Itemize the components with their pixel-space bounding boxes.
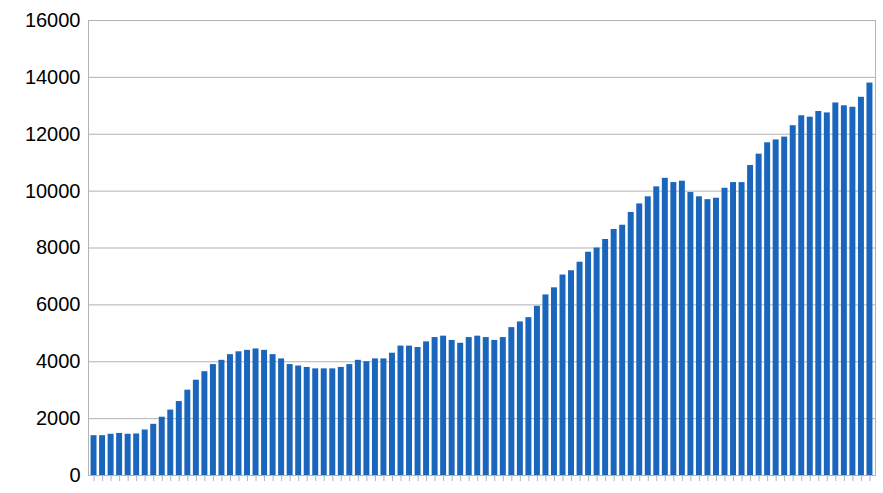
svg-text:0: 0	[69, 464, 80, 486]
svg-text:6000: 6000	[36, 293, 81, 315]
svg-text:14000: 14000	[25, 66, 81, 88]
svg-text:8000: 8000	[36, 236, 81, 258]
svg-text:12000: 12000	[25, 123, 81, 145]
svg-text:2000: 2000	[36, 407, 81, 429]
svg-text:16000: 16000	[25, 9, 81, 31]
svg-text:10000: 10000	[25, 180, 81, 202]
svg-text:4000: 4000	[36, 350, 81, 372]
